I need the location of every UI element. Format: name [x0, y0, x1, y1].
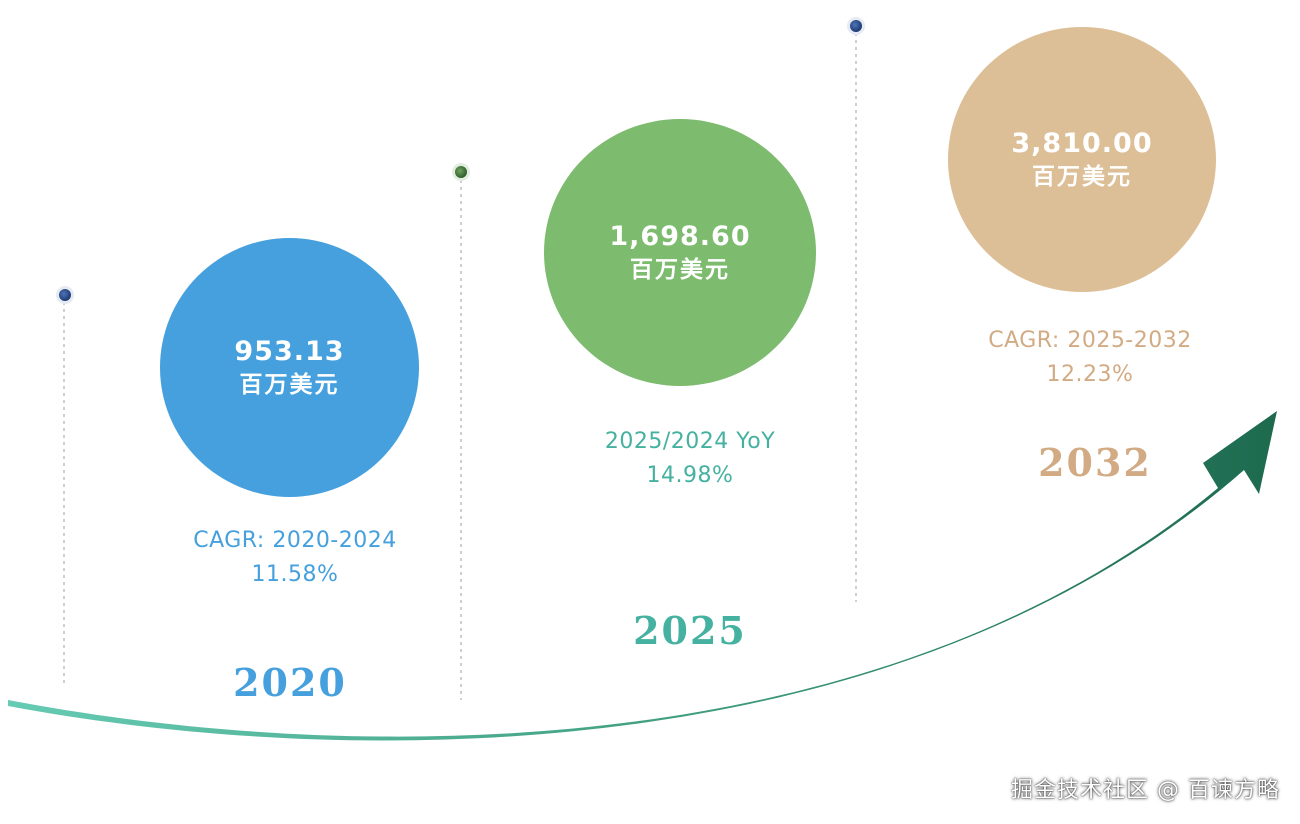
value-circle-2032: 3,810.00 百万美元: [948, 27, 1216, 292]
value-circle-2025: 1,698.60 百万美元: [544, 119, 816, 386]
stat-label: 2025/2024 YoY: [604, 429, 776, 454]
pin-2-icon: [452, 163, 470, 181]
stat-label: CAGR: 2025-2032: [988, 328, 1192, 353]
pin-3-icon: [847, 17, 865, 35]
market-value: 1,698.60: [609, 220, 751, 252]
pin-1-icon: [56, 286, 74, 304]
watermark: 掘金技术社区 @ 百谏方略: [1011, 778, 1280, 803]
stat-value: 12.23%: [1046, 362, 1134, 388]
year-label-2032: 2032: [1038, 440, 1152, 485]
market-value-unit: 百万美元: [1032, 164, 1132, 191]
market-value: 3,810.00: [1011, 127, 1153, 159]
stat-block-2025: 2025/2024 YoY 14.98%: [540, 425, 840, 493]
stat-value: 11.58%: [251, 562, 339, 588]
market-value-unit: 百万美元: [239, 372, 340, 399]
stat-block-2032: CAGR: 2025-2032 12.23%: [940, 324, 1240, 392]
stat-value: 14.98%: [646, 463, 734, 489]
year-label-2020: 2020: [233, 660, 347, 705]
stat-block-2020: CAGR: 2020-2024 11.58%: [140, 524, 450, 592]
stat-label: CAGR: 2020-2024: [193, 528, 397, 553]
market-value: 953.13: [234, 335, 345, 367]
value-circle-2020: 953.13 百万美元: [160, 238, 419, 497]
year-label-2025: 2025: [633, 608, 747, 653]
market-value-unit: 百万美元: [630, 257, 730, 284]
